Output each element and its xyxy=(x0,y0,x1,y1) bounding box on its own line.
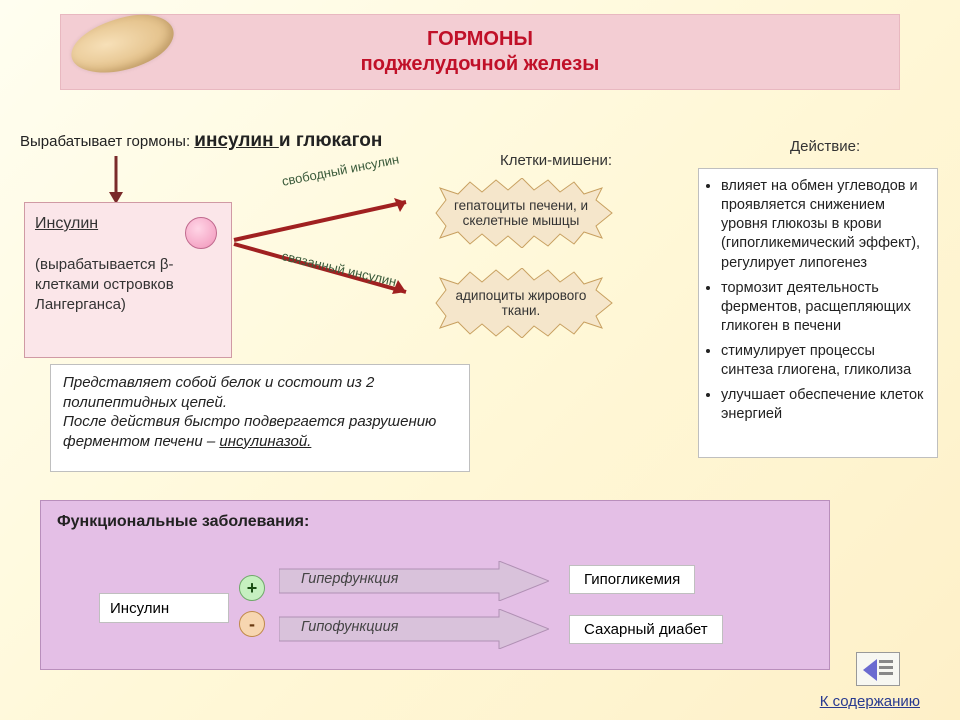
hyperfunction-label: Гиперфункция xyxy=(301,571,398,587)
functional-heading: Функциональные заболевания: xyxy=(57,513,813,531)
insulin-description-p1: Представляет собой белок и состоит из 2 … xyxy=(63,373,457,412)
minus-badge: - xyxy=(239,611,265,637)
effect-item: тормозит деятельность ферментов, расщепл… xyxy=(721,279,927,336)
beta-cell-icon xyxy=(185,217,217,249)
insulin-description-p2: После действия быстро подвергается разру… xyxy=(63,412,457,451)
target-hepatocytes: гепатоциты печени, и скелетные мышцы xyxy=(426,178,616,248)
page-title: ГОРМОНЫ поджелудочной железы xyxy=(361,27,600,77)
target-adipocytes-text: адипоциты жирового ткани. xyxy=(442,288,600,318)
outcome-hypoglycemia: Гипогликемия xyxy=(569,565,695,594)
hormone-insulin: инсулин xyxy=(194,130,279,151)
hyperfunction-arrow: Гиперфункция xyxy=(279,561,549,601)
insulinase-term: инсулиназой. xyxy=(219,433,311,450)
insulin-description-box: Представляет собой белок и состоит из 2 … xyxy=(50,364,470,472)
produces-prefix: Вырабатывает гормоны: xyxy=(20,133,194,150)
toc-link[interactable]: К содержанию xyxy=(820,693,920,710)
effect-item: влияет на обмен углеводов и проявляется … xyxy=(721,177,927,273)
toc-icon[interactable] xyxy=(856,652,900,686)
produces-hormones-label: Вырабатывает гормоны: инсулин и глюкагон xyxy=(20,130,382,152)
effects-heading: Действие: xyxy=(790,138,860,155)
free-insulin-label: свободный инсулин xyxy=(281,151,401,188)
functional-hormone-text: Инсулин xyxy=(110,600,169,617)
title-line1: ГОРМОНЫ xyxy=(427,28,533,50)
hormone-glucagon: глюкагон xyxy=(296,130,383,151)
outcome-diabetes: Сахарный диабет xyxy=(569,615,723,644)
produces-and: и xyxy=(279,130,296,151)
target-adipocytes: адипоциты жирового ткани. xyxy=(426,268,616,338)
target-cells-heading: Клетки-мишени: xyxy=(500,152,612,169)
effect-item: стимулирует процессы синтеза глиогена, г… xyxy=(721,342,927,380)
functional-diseases-box: Функциональные заболевания: Инсулин + - … xyxy=(40,500,830,670)
functional-hormone-label: Инсулин xyxy=(99,593,229,623)
target-hepatocytes-text: гепатоциты печени, и скелетные мышцы xyxy=(442,198,600,228)
insulin-box: Инсулин (вырабатывается β-клетками остро… xyxy=(24,202,232,358)
down-arrow-icon xyxy=(106,156,126,204)
plus-badge: + xyxy=(239,575,265,601)
insulin-origin: (вырабатывается β-клетками островков Лан… xyxy=(35,255,221,316)
hypofunction-label: Гипофункциия xyxy=(301,619,398,635)
effect-item: улучшает обеспечение клеток энергией xyxy=(721,386,927,424)
effects-list: влияет на обмен углеводов и проявляется … xyxy=(717,177,927,425)
title-line2: поджелудочной железы xyxy=(361,53,600,75)
hypofunction-arrow: Гипофункциия xyxy=(279,609,549,649)
title-banner: ГОРМОНЫ поджелудочной железы xyxy=(60,14,900,90)
effects-box: влияет на обмен углеводов и проявляется … xyxy=(698,168,938,458)
